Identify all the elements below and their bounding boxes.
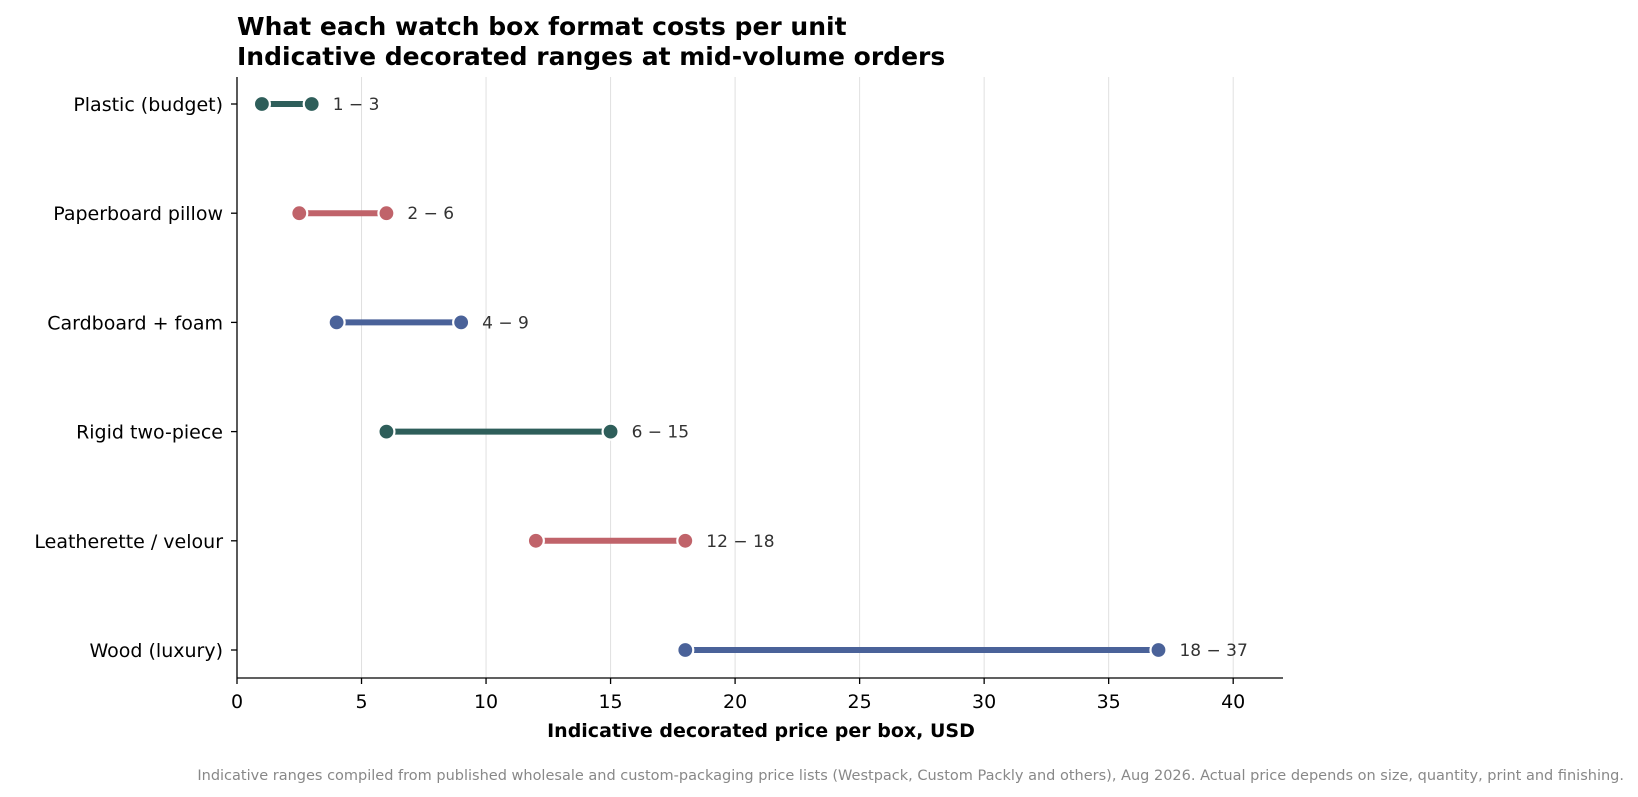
x-tick-label-15: 15 bbox=[598, 691, 622, 713]
low-point-rigid-two-piece bbox=[377, 422, 396, 441]
range-label-rigid-two-piece: 6 − 15 bbox=[632, 423, 690, 443]
range-label-wood-luxury: 18 − 37 bbox=[1179, 641, 1247, 661]
range-label-plastic-budget: 1 − 3 bbox=[333, 95, 380, 115]
category-label-paperboard-pillow: Paperboard pillow bbox=[53, 203, 223, 225]
low-point-wood-luxury bbox=[676, 640, 695, 660]
range-label-cardboard-foam: 4 − 9 bbox=[482, 313, 529, 333]
category-label-rigid-two-piece: Rigid two-piece bbox=[76, 422, 223, 444]
range-label-leatherette-velour: 12 − 18 bbox=[706, 532, 774, 552]
low-point-plastic-budget bbox=[252, 94, 272, 114]
x-tick-label-35: 35 bbox=[1097, 691, 1121, 713]
labels-layer: 0 5 10 15 20 25 30 35 40 Plastic (budget) 1 − 3 Pap… bbox=[34, 94, 1247, 713]
chart-title: What each watch box format costs per uni… bbox=[237, 12, 847, 41]
x-tick-label-0: 0 bbox=[231, 691, 243, 713]
x-tick-label-10: 10 bbox=[474, 691, 498, 713]
grid-layer bbox=[361, 77, 1234, 678]
x-tick-label-20: 20 bbox=[723, 691, 747, 713]
x-tick-label-5: 5 bbox=[355, 691, 367, 713]
high-point-plastic-budget bbox=[302, 94, 321, 114]
range-label-paperboard-pillow: 2 − 6 bbox=[407, 204, 454, 224]
x-tick-label-40: 40 bbox=[1221, 691, 1245, 713]
category-label-leatherette-velour: Leatherette / velour bbox=[34, 531, 223, 553]
marks-layer bbox=[252, 94, 1168, 660]
category-label-wood-luxury: Wood (luxury) bbox=[89, 640, 223, 662]
low-point-leatherette-velour bbox=[526, 531, 545, 550]
high-point-rigid-two-piece bbox=[601, 422, 620, 441]
x-tick-label-30: 30 bbox=[972, 691, 996, 713]
high-point-wood-luxury bbox=[1149, 640, 1168, 660]
high-point-paperboard-pillow bbox=[377, 204, 396, 223]
high-point-cardboard-foam bbox=[452, 313, 471, 332]
low-point-paperboard-pillow bbox=[290, 204, 309, 223]
x-tick-label-25: 25 bbox=[848, 691, 872, 713]
x-axis-label: Indicative decorated price per box, USD bbox=[547, 720, 975, 742]
category-label-plastic-budget: Plastic (budget) bbox=[73, 94, 223, 116]
low-point-cardboard-foam bbox=[327, 313, 346, 332]
high-point-leatherette-velour bbox=[676, 531, 695, 550]
axis-layer bbox=[236, 77, 1283, 679]
chart-subtitle: Indicative decorated ranges at mid-volum… bbox=[237, 42, 945, 71]
category-label-cardboard-foam: Cardboard + foam bbox=[47, 312, 223, 334]
chart-caption: Indicative ranges compiled from publishe… bbox=[197, 768, 1624, 784]
